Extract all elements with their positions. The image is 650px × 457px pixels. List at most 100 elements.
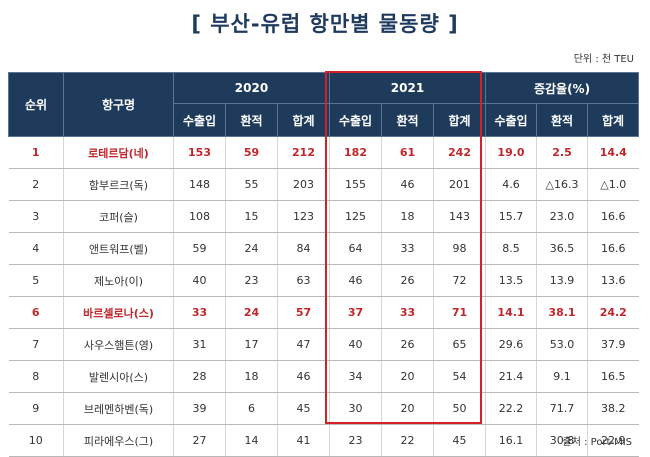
value-cell: 14 (225, 424, 278, 457)
value-cell: 26 (381, 264, 434, 297)
rank-cell: 7 (8, 328, 64, 361)
port-name-cell: 앤트워프(벨) (63, 232, 174, 265)
value-cell: 38.2 (587, 392, 639, 425)
table-row: 9 브레멘하벤(독) 39 6 45 30 20 50 22.2 71.7 38.2 (8, 392, 639, 425)
rank-cell: 8 (8, 360, 64, 393)
value-cell: 18 (381, 200, 434, 233)
header-2020: 2020 (173, 72, 330, 104)
value-cell: 37 (329, 296, 382, 329)
value-cell: 24.2 (587, 296, 639, 329)
value-cell: 242 (433, 136, 486, 169)
port-name-cell: 제노아(이) (63, 264, 174, 297)
subheader-cell: 수출입 (329, 103, 382, 137)
value-cell: 36.5 (536, 232, 588, 265)
table-body: 1 로테르담(네) 153 59 212 182 61 242 19.0 2.5 14.4 2 함부르크… (8, 136, 639, 457)
subheader-cell: 합계 (433, 103, 486, 137)
header-rank: 순위 (8, 72, 64, 137)
value-cell: 13.6 (587, 264, 639, 297)
table-row: 7 사우스햄튼(영) 31 17 47 40 26 65 29.6 53.0 37.9 (8, 328, 639, 361)
value-cell: 23 (329, 424, 382, 457)
table-row: 4 앤트워프(벨) 59 24 84 64 33 98 8.5 36.5 16.6 (8, 232, 639, 265)
value-cell: 57 (277, 296, 330, 329)
port-name-cell: 브레멘하벤(독) (63, 392, 174, 425)
port-name-cell: 바르셀로나(스) (63, 296, 174, 329)
value-cell: 123 (277, 200, 330, 233)
value-cell: 46 (277, 360, 330, 393)
value-cell: 61 (381, 136, 434, 169)
rank-cell: 6 (8, 296, 64, 329)
rank-cell: 9 (8, 392, 64, 425)
value-cell: 22.2 (485, 392, 537, 425)
value-cell: 55 (225, 168, 278, 201)
value-cell: 15.7 (485, 200, 537, 233)
value-cell: 9.1 (536, 360, 588, 393)
port-volume-table: 순위 항구명 2020 2021 증감율(%) 수출입 환적 합계 수출입 환적… (8, 72, 640, 457)
value-cell: 21.4 (485, 360, 537, 393)
value-cell: 24 (225, 232, 278, 265)
value-cell: 26 (381, 328, 434, 361)
value-cell: 201 (433, 168, 486, 201)
value-cell: 50 (433, 392, 486, 425)
subheader-cell: 수출입 (173, 103, 226, 137)
value-cell: 18 (225, 360, 278, 393)
value-cell: 53.0 (536, 328, 588, 361)
value-cell: 20 (381, 392, 434, 425)
value-cell: 143 (433, 200, 486, 233)
value-cell: 212 (277, 136, 330, 169)
value-cell: 182 (329, 136, 382, 169)
value-cell: 125 (329, 200, 382, 233)
value-cell: 59 (173, 232, 226, 265)
value-cell: 71.7 (536, 392, 588, 425)
value-cell: 6 (225, 392, 278, 425)
value-cell: 22 (381, 424, 434, 457)
value-cell: 65 (433, 328, 486, 361)
value-cell: 41 (277, 424, 330, 457)
value-cell: 72 (433, 264, 486, 297)
subheader-cell: 수출입 (485, 103, 537, 137)
page-title: [ 부산-유럽 항만별 물동량 ] (191, 12, 459, 36)
value-cell: 19.0 (485, 136, 537, 169)
subheader-cell: 환적 (381, 103, 434, 137)
value-cell: 33 (381, 296, 434, 329)
value-cell: 40 (329, 328, 382, 361)
subheader-cell: 합계 (277, 103, 330, 137)
value-cell: 2.5 (536, 136, 588, 169)
value-cell: 30 (329, 392, 382, 425)
table-row: 10 피라에우스(그) 27 14 41 23 22 45 16.1 30.8 22.9 (8, 424, 639, 457)
value-cell: 31 (173, 328, 226, 361)
source-label: 출처 : Port-MIS (562, 437, 632, 448)
value-cell: 46 (381, 168, 434, 201)
port-name-cell: 발렌시아(스) (63, 360, 174, 393)
port-name-cell: 함부르크(독) (63, 168, 174, 201)
rank-cell: 10 (8, 424, 64, 457)
value-cell: 15 (225, 200, 278, 233)
value-cell: 16.1 (485, 424, 537, 457)
value-cell: 39 (173, 392, 226, 425)
value-cell: 37.9 (587, 328, 639, 361)
subheader-cell: 환적 (536, 103, 588, 137)
unit-label: 단위 : 천 TEU (573, 54, 634, 65)
value-cell: 203 (277, 168, 330, 201)
value-cell: 45 (433, 424, 486, 457)
value-cell: 16.6 (587, 232, 639, 265)
value-cell: 148 (173, 168, 226, 201)
value-cell: 34 (329, 360, 382, 393)
value-cell: 23 (225, 264, 278, 297)
value-cell: 40 (173, 264, 226, 297)
value-cell: 33 (381, 232, 434, 265)
value-cell: 47 (277, 328, 330, 361)
value-cell: 54 (433, 360, 486, 393)
value-cell: 108 (173, 200, 226, 233)
value-cell: 8.5 (485, 232, 537, 265)
value-cell: 28 (173, 360, 226, 393)
value-cell: 46 (329, 264, 382, 297)
value-cell: 64 (329, 232, 382, 265)
value-cell: 84 (277, 232, 330, 265)
table-row: 6 바르셀로나(스) 33 24 57 37 33 71 14.1 38.1 24.2 (8, 296, 639, 329)
rank-cell: 2 (8, 168, 64, 201)
header-port: 항구명 (63, 72, 174, 137)
value-cell: 63 (277, 264, 330, 297)
value-cell: 45 (277, 392, 330, 425)
value-cell: △16.3 (536, 168, 588, 201)
value-cell: △1.0 (587, 168, 639, 201)
